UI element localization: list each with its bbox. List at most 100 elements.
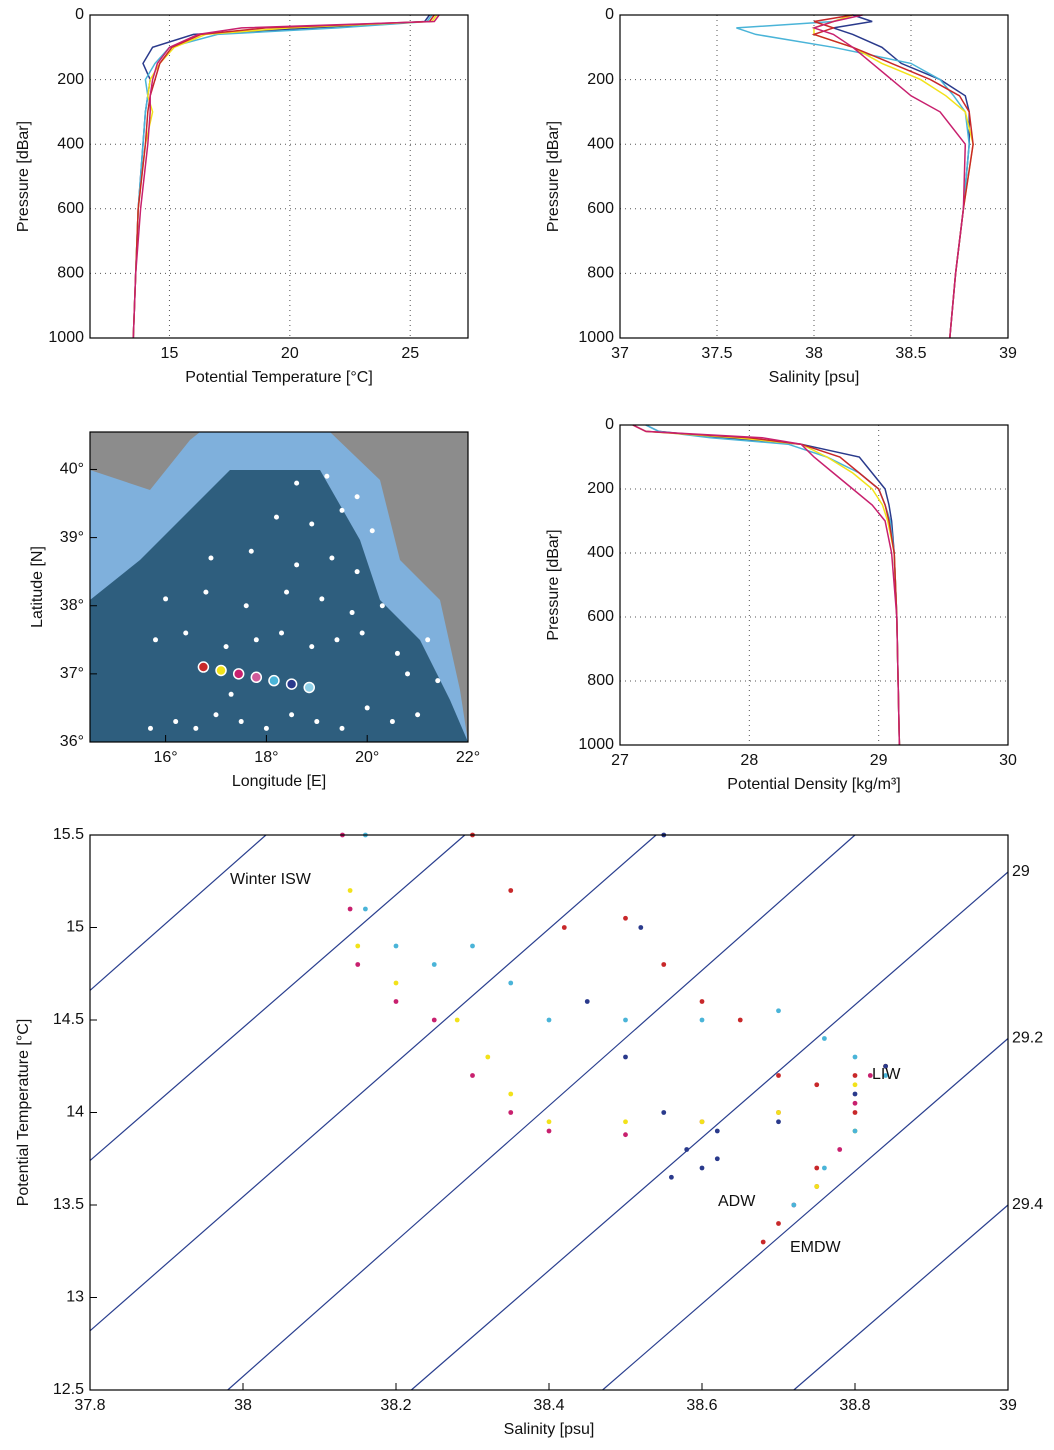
ts-point: [470, 944, 475, 949]
ts-point: [776, 1073, 781, 1078]
isopycnal: [228, 835, 855, 1390]
y-tick-label: 14: [66, 1104, 84, 1121]
station: [350, 610, 355, 615]
map-background: [90, 432, 468, 742]
ts-point: [853, 1055, 858, 1060]
ts-point: [623, 1055, 628, 1060]
profile-line: [133, 15, 434, 338]
ts-point: [638, 925, 643, 930]
profile-station: [287, 679, 297, 689]
ts-point: [432, 962, 437, 967]
isopycnal-label: 29.4: [1012, 1196, 1043, 1213]
y-tick-label: 800: [587, 672, 614, 689]
profile-line: [646, 425, 900, 745]
isopycnal: [794, 1205, 1008, 1390]
x-tick-label: 37.8: [74, 1397, 105, 1414]
annotation: LIW: [872, 1066, 901, 1083]
profile-station: [198, 662, 208, 672]
annotation: ADW: [718, 1193, 756, 1210]
x-axis-label: Potential Density [kg/m³]: [727, 776, 900, 793]
isopycnal-label: 29.2: [1012, 1030, 1043, 1047]
ts-point: [853, 1110, 858, 1115]
ts-point: [348, 907, 353, 912]
y-tick-label: 15.5: [53, 826, 84, 843]
station: [380, 603, 385, 608]
station: [360, 630, 365, 635]
station: [193, 726, 198, 731]
y-tick-label: 600: [57, 200, 84, 217]
ts-point: [547, 1119, 552, 1124]
station: [435, 678, 440, 683]
y-tick-label: 38°: [60, 597, 84, 614]
y-tick-label: 12.5: [53, 1381, 84, 1398]
x-tick-label: 38.8: [839, 1397, 870, 1414]
station: [395, 651, 400, 656]
y-tick-label: 800: [57, 265, 84, 282]
ts-point: [661, 1110, 666, 1115]
station: [294, 562, 299, 567]
ts-point: [394, 981, 399, 986]
y-tick-label: 400: [587, 544, 614, 561]
x-tick-label: 20°: [355, 749, 379, 766]
profile-station: [251, 672, 261, 682]
ts-point: [661, 962, 666, 967]
station: [264, 726, 269, 731]
isopycnal-label: 29: [1012, 863, 1030, 880]
y-tick-label: 13: [66, 1289, 84, 1306]
ts-point: [623, 1018, 628, 1023]
station: [309, 644, 314, 649]
profile-station: [216, 665, 226, 675]
ts-point: [355, 944, 360, 949]
station: [365, 705, 370, 710]
ts-point: [814, 1082, 819, 1087]
station: [340, 508, 345, 513]
x-tick-label: 27: [611, 752, 629, 769]
y-tick-label: 15: [66, 919, 84, 936]
x-tick-label: 37.5: [701, 345, 732, 362]
station: [334, 637, 339, 642]
y-tick-label: 1000: [48, 329, 84, 346]
station: [183, 630, 188, 635]
ts-point: [814, 1184, 819, 1189]
ts-point: [776, 1221, 781, 1226]
isopycnal: [411, 872, 1008, 1390]
x-tick-label: 37: [611, 345, 629, 362]
station: [244, 603, 249, 608]
ts-point: [547, 1129, 552, 1134]
y-tick-label: 13.5: [53, 1196, 84, 1213]
ts-point: [776, 1008, 781, 1013]
y-tick-label: 1000: [578, 736, 614, 753]
y-tick-label: 1000: [578, 329, 614, 346]
y-tick-label: 14.5: [53, 1011, 84, 1028]
profile-line: [736, 15, 969, 338]
station: [239, 719, 244, 724]
y-tick-label: 36°: [60, 733, 84, 750]
profile-line: [646, 425, 900, 745]
station: [284, 590, 289, 595]
x-tick-label: 39: [999, 1397, 1017, 1414]
station: [405, 671, 410, 676]
y-tick-label: 40°: [60, 461, 84, 478]
ts-point: [623, 1132, 628, 1137]
y-tick-label: 0: [605, 416, 614, 433]
y-tick-label: 39°: [60, 529, 84, 546]
ts-point: [585, 999, 590, 1004]
x-tick-label: 38.4: [533, 1397, 564, 1414]
profile-station: [234, 669, 244, 679]
y-tick-label: 200: [587, 71, 614, 88]
ts-point: [738, 1018, 743, 1023]
ts-point: [348, 888, 353, 893]
ts-point: [853, 1082, 858, 1087]
ts-point: [669, 1175, 674, 1180]
annotation: EMDW: [790, 1239, 842, 1256]
ts-point: [700, 1119, 705, 1124]
ts-point: [562, 925, 567, 930]
ts-point: [791, 1203, 796, 1208]
isopycnal: [90, 835, 656, 1331]
station: [203, 590, 208, 595]
station: [415, 712, 420, 717]
ts-point: [700, 1166, 705, 1171]
x-axis-label: Potential Temperature [°C]: [185, 369, 373, 386]
ts-point: [684, 1147, 689, 1152]
ts-point: [700, 1018, 705, 1023]
